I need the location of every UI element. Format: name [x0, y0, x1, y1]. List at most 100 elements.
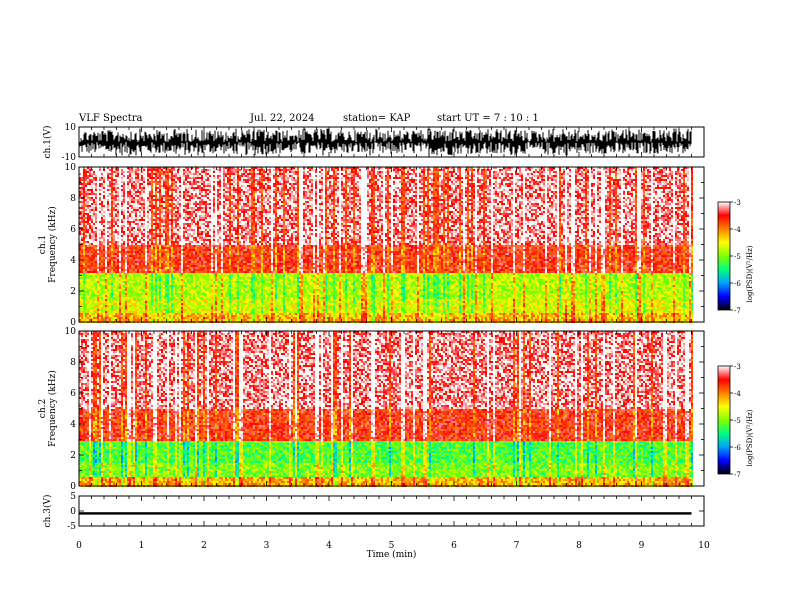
spectrogram-cell — [97, 303, 99, 305]
spectrogram-cell — [81, 319, 83, 321]
spectrogram-cell — [99, 213, 101, 215]
spectrogram-cell — [159, 255, 161, 257]
spectrogram-cell — [93, 257, 95, 259]
spectrogram-cell — [203, 229, 205, 231]
spectrogram-cell — [155, 197, 157, 199]
spectrogram-cell — [117, 317, 119, 319]
spectrogram-cell — [157, 245, 159, 247]
spectrogram-cell — [163, 269, 165, 271]
spectrogram-cell — [107, 263, 109, 265]
spectrogram-cell — [125, 291, 127, 293]
spectrogram-cell — [197, 223, 199, 225]
spectrogram-cell — [111, 259, 113, 261]
spectrogram-cell — [81, 253, 83, 255]
spectrogram-cell — [93, 235, 95, 237]
spectrogram-cell — [109, 189, 111, 191]
spectrogram-cell — [133, 295, 135, 297]
spectrogram-cell — [193, 267, 195, 269]
spectrogram-cell — [95, 287, 97, 289]
spectrogram-cell — [115, 287, 117, 289]
spectrogram-cell — [201, 237, 203, 239]
spectrogram-cell — [157, 257, 159, 259]
spectrogram-cell — [171, 169, 173, 171]
spectrogram-cell — [137, 213, 139, 215]
spectrogram-cell — [101, 319, 103, 321]
spectrogram-cell — [123, 215, 125, 217]
spectrogram-cell — [197, 211, 199, 213]
spectrogram-cell — [99, 169, 101, 171]
spectrogram-cell — [165, 245, 167, 247]
spectrogram-cell — [137, 183, 139, 185]
spectrogram-cell — [135, 231, 137, 233]
spectrogram-cell — [143, 235, 145, 237]
spectrogram-cell — [121, 261, 123, 263]
spectrogram-cell — [121, 307, 123, 309]
spectrogram-cell — [159, 245, 161, 247]
spectrogram-cell — [105, 297, 107, 299]
spectrogram-cell — [89, 293, 91, 295]
spectrogram-cell — [119, 287, 121, 289]
spectrogram-cell — [175, 293, 177, 295]
spectrogram-cell — [93, 269, 95, 271]
spectrogram-cell — [187, 193, 189, 195]
spectrogram-cell — [137, 185, 139, 187]
spectrogram-cell — [179, 193, 181, 195]
spectrogram-cell — [177, 177, 179, 179]
spectrogram-cell — [177, 215, 179, 217]
spectrogram-cell — [137, 199, 139, 201]
spectrogram-cell — [185, 317, 187, 319]
spectrogram-cell — [121, 293, 123, 295]
spectrogram-cell — [129, 243, 131, 245]
spectrogram-cell — [193, 229, 195, 231]
spectrogram-cell — [121, 213, 123, 215]
spectrogram-cell — [111, 269, 113, 271]
spectrogram-cell — [189, 209, 191, 211]
spectrogram-cell — [121, 217, 123, 219]
spectrogram-cell — [143, 311, 145, 313]
spectrogram-cell — [91, 235, 93, 237]
spectrogram-cell — [145, 265, 147, 267]
spectrogram-cell — [93, 249, 95, 251]
spectrogram-cell — [141, 191, 143, 193]
spectrogram-cell — [195, 171, 197, 173]
spectrogram-cell — [93, 185, 95, 187]
spectrogram-cell — [155, 313, 157, 315]
spectrogram-cell — [93, 277, 95, 279]
spectrogram-cell — [113, 247, 115, 249]
spectrogram-cell — [121, 319, 123, 321]
spectrogram-cell — [155, 285, 157, 287]
spectrogram-cell — [193, 233, 195, 235]
spectrogram-cell — [133, 303, 135, 305]
spectrogram-cell — [153, 257, 155, 259]
spectrogram-cell — [191, 255, 193, 257]
spectrogram-cell — [167, 269, 169, 271]
spectrogram-cell — [137, 179, 139, 181]
spectrogram-cell — [105, 215, 107, 217]
spectrogram-cell — [97, 299, 99, 301]
spectrogram-cell — [167, 211, 169, 213]
spectrogram-cell — [157, 263, 159, 265]
spectrogram-cell — [153, 197, 155, 199]
spectrogram-cell — [119, 311, 121, 313]
spectrogram-cell — [143, 249, 145, 251]
spectrogram-cell — [171, 207, 173, 209]
spectrogram-cell — [105, 305, 107, 307]
spectrogram-cell — [173, 295, 175, 297]
spectrogram-cell — [131, 237, 133, 239]
spectrogram-cell — [123, 289, 125, 291]
spectrogram-cell — [83, 289, 85, 291]
spectrogram-cell — [195, 267, 197, 269]
spectrogram-cell — [199, 247, 201, 249]
spectrogram-cell — [143, 171, 145, 173]
spectrogram-cell — [97, 245, 99, 247]
spectrogram-cell — [153, 195, 155, 197]
spectrogram-cell — [139, 301, 141, 303]
spectrogram-cell — [89, 257, 91, 259]
spectrogram-cell — [101, 275, 103, 277]
spectrogram-cell — [127, 275, 129, 277]
spectrogram-cell — [85, 195, 87, 197]
spectrogram-cell — [197, 309, 199, 311]
spectrogram-cell — [125, 265, 127, 267]
spectrogram-cell — [177, 313, 179, 315]
spectrogram-cell — [93, 201, 95, 203]
